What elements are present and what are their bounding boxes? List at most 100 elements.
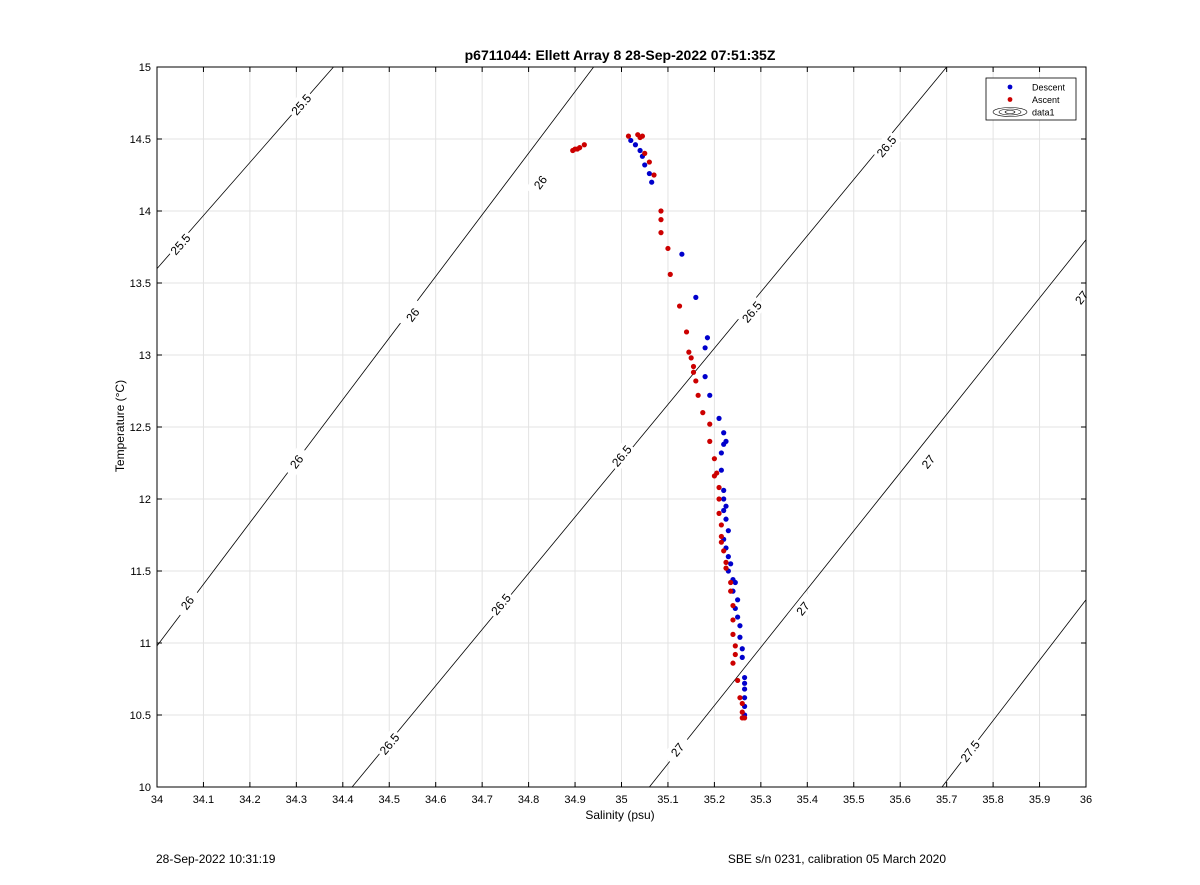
y-tick-label: 14 [139,206,151,218]
x-tick-label: 35.4 [797,794,818,806]
svg-text:Descent: Descent [1032,83,1066,93]
contour-label: 26.5 [736,295,767,328]
x-tick-label: 34.7 [471,794,492,806]
svg-text:data1: data1 [1032,108,1055,118]
contour-label: 26.5 [871,130,902,163]
series-descent [628,137,748,718]
legend-entry-ascent: Ascent [1007,95,1060,105]
point-ascent [683,329,690,335]
contour-label: 26 [525,166,556,199]
point-ascent [577,145,583,151]
legend-entry-descent: Descent [1007,83,1066,93]
point-ascent [707,438,713,444]
point-ascent [711,456,718,462]
point-descent [646,170,652,177]
point-ascent [721,548,727,554]
point-ascent [690,363,697,370]
x-tick-label: 35.7 [936,794,957,806]
y-tick-label: 13.5 [130,278,151,290]
point-descent [649,179,655,185]
point-descent [718,467,724,473]
point-ascent [695,392,701,398]
svg-text:Ascent: Ascent [1032,95,1060,105]
point-descent [642,162,648,168]
x-tick-label: 35.3 [750,794,771,806]
point-ascent [707,421,713,427]
x-tick-label: 34.8 [518,794,539,806]
x-tick-label: 35.5 [843,794,864,806]
point-ascent [711,473,718,479]
point-descent [735,614,741,620]
legend: Descent Ascent data1 [985,77,1077,121]
point-descent [704,335,711,341]
point-ascent [639,133,646,139]
x-tick-label: 34.5 [379,794,400,806]
point-ascent [646,159,652,165]
point-descent [693,294,699,300]
legend-entry-data1: data1 [992,107,1055,118]
y-tick-label: 13 [139,350,151,362]
x-tick-label: 35 [615,794,627,806]
y-tick-label: 12.5 [130,422,151,434]
point-ascent [667,271,673,277]
point-descent [721,441,727,447]
point-descent [725,554,731,560]
point-ascent [700,410,706,416]
data-points [570,132,748,721]
point-ascent [658,217,664,223]
x-axis-label: Salinity (psu) [585,808,654,822]
x-tick-label: 35.9 [1029,794,1050,806]
point-descent [721,487,727,493]
contour-line-26 [156,66,594,647]
contour-line-27 [649,239,1087,788]
point-ascent [732,651,738,658]
point-descent [741,680,748,686]
point-ascent [728,588,734,594]
x-tick-label: 34.9 [564,794,585,806]
series-ascent [570,132,748,721]
point-ascent [730,602,736,609]
point-ascent [718,533,724,540]
point-ascent [735,677,741,684]
footer-calibration: SBE s/n 0231, calibration 05 March 2020 [727,852,946,866]
point-descent [739,646,745,652]
grid [156,66,1087,788]
point-descent [741,686,748,692]
point-ascent [718,539,724,545]
point-ascent [658,230,664,236]
point-ascent [732,643,738,649]
point-descent [728,561,734,567]
point-descent [637,147,643,154]
contour-label: 27 [787,592,818,625]
point-descent [739,654,745,661]
point-ascent [716,510,722,516]
point-descent [718,450,724,456]
point-descent [741,674,748,681]
point-descent [735,597,741,603]
axis-ticks: 34 34.1 34.2 34.3 34.4 34.5 34.6 34.7 34.8 34.9 35… [130,62,1093,806]
density-contours: 25.525.52626262626.526.526.526.526.52727… [156,66,1097,788]
point-descent [741,695,748,701]
contour-label: 25.5 [164,228,196,260]
point-ascent [723,559,729,565]
contour-label: 26.5 [606,439,637,472]
point-ascent [718,522,724,528]
legend-box [985,77,1077,121]
contour-label: 25.5 [285,88,317,121]
y-tick-label: 15 [139,62,151,74]
point-ascent [686,349,692,355]
point-ascent [737,695,743,701]
x-tick-label: 35.8 [982,794,1003,806]
point-ascent [739,709,745,715]
point-descent [679,251,685,257]
y-tick-label: 12 [139,494,151,506]
contour-label: 26 [397,298,428,331]
contour-line-26-5 [351,66,947,788]
point-descent [723,516,729,522]
point-ascent [676,303,683,309]
point-ascent [688,355,694,361]
point-descent [725,528,731,534]
point-ascent [730,660,736,666]
point-ascent [741,715,748,721]
x-tick-label: 34.2 [239,794,260,806]
